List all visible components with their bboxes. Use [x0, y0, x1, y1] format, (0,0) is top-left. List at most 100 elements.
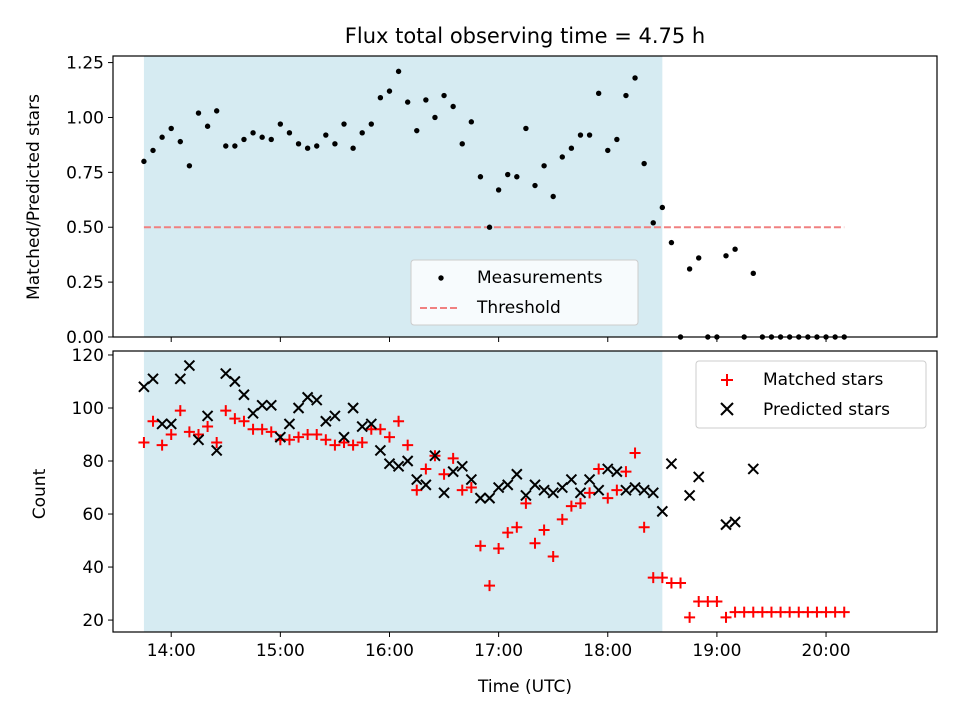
y-tick-label: 1.25 — [66, 54, 104, 74]
predicted-star-point — [329, 410, 341, 422]
predicted-star-point — [538, 484, 550, 496]
matched-star-point — [838, 606, 850, 618]
matched-star-point — [192, 429, 204, 441]
matched-star-point — [611, 484, 623, 496]
predicted-star-point — [492, 481, 505, 494]
predicted-stars-legend-marker — [720, 402, 734, 416]
matched-star-point — [474, 540, 486, 552]
predicted-star-point — [401, 455, 414, 467]
matched-star-point — [638, 521, 650, 533]
predicted-star-point — [592, 484, 605, 496]
ratio-y-axis-label: Matched/Predicted stars — [24, 94, 44, 300]
predicted-star-point — [183, 359, 196, 372]
predicted-star-point — [502, 479, 514, 491]
measurement-point — [505, 171, 511, 178]
measurement-point — [432, 114, 438, 121]
y-tick-label: 0.75 — [66, 163, 104, 183]
predicted-star-point — [411, 473, 423, 486]
matched-star-point — [402, 439, 414, 451]
predicted-star-point — [265, 399, 277, 412]
matched-star-point — [538, 524, 550, 536]
y-tick-label: 0.00 — [66, 328, 104, 348]
measurement-point — [350, 145, 356, 151]
measurement-point — [341, 121, 347, 127]
x-tick-label: 16:00 — [365, 641, 414, 661]
matched-star-point — [238, 415, 250, 427]
measurement-point — [423, 97, 429, 103]
measurement-point — [577, 132, 584, 138]
predicted-star-point — [574, 487, 587, 499]
predicted-star-point — [665, 457, 678, 470]
threshold-legend-label: Threshold — [476, 298, 561, 318]
predicted-star-point — [311, 394, 323, 406]
time-x-axis-label: Time (UTC) — [477, 677, 572, 697]
matched-star-point — [511, 521, 523, 533]
ratio-panel: 0.00 0.25 0.50 0.75 1.00 1.25 Matched/Predict… — [24, 54, 938, 348]
predicted-star-point — [356, 420, 368, 433]
predicted-star-point — [301, 391, 314, 404]
measurement-point — [150, 147, 156, 154]
predicted-star-point — [447, 465, 459, 478]
predicted-star-point — [729, 516, 741, 528]
measurement-point — [586, 132, 593, 138]
measurement-point — [395, 68, 402, 75]
y-tick-label: 80 — [82, 452, 104, 472]
matched-star-point — [174, 405, 186, 417]
matched-star-point — [165, 429, 177, 441]
measurement-point — [477, 174, 484, 180]
matched-star-point — [393, 415, 405, 427]
count-y-axis-label: Count — [30, 468, 50, 519]
predicted-star-point — [192, 434, 205, 446]
predicted-star-point — [693, 471, 705, 483]
measurement-point — [532, 182, 538, 189]
ratio-legend-box — [410, 259, 639, 326]
measurement-point — [650, 220, 656, 226]
matched-stars-legend-label: Matched stars — [763, 370, 883, 390]
matched-star-point — [383, 431, 395, 443]
predicted-star-point — [247, 407, 259, 420]
matched-star-point — [602, 492, 614, 504]
measurement-point — [241, 136, 247, 143]
matched-star-point — [447, 452, 459, 464]
measurement-point — [450, 103, 456, 110]
y-tick-label: 0.25 — [66, 273, 104, 293]
matched-star-point — [556, 513, 568, 525]
matched-star-point — [229, 413, 241, 425]
predicted-star-point — [292, 402, 305, 414]
measurement-point — [686, 266, 693, 272]
measurement-point — [750, 270, 756, 277]
measurement-point — [223, 143, 229, 149]
predicted-star-point — [620, 484, 632, 496]
measurement-point — [595, 90, 602, 97]
matched-star-point — [202, 421, 214, 433]
matched-star-point — [629, 447, 641, 459]
count-legend-box — [695, 360, 927, 429]
predicted-star-point — [165, 418, 177, 430]
measurements-legend-marker — [438, 275, 444, 281]
matched-star-point — [574, 497, 586, 509]
predicted-star-point — [347, 402, 359, 414]
count-legend: Matched stars Predicted stars — [695, 360, 927, 429]
ratio-legend: Measurements Threshold — [410, 259, 639, 326]
predicted-star-point — [556, 481, 568, 494]
measurements-legend-label: Measurements — [477, 268, 603, 288]
measurement-point — [232, 143, 238, 149]
y-tick-label: 0.50 — [66, 218, 104, 238]
measurement-point — [568, 145, 575, 151]
predicted-star-point — [638, 484, 650, 496]
predicted-star-point — [747, 463, 759, 475]
measurement-point — [368, 121, 374, 127]
matched-star-point — [183, 426, 195, 438]
predicted-star-point — [274, 431, 287, 443]
measurement-point — [696, 255, 702, 261]
measurement-point — [514, 174, 520, 180]
matched-star-point — [329, 439, 341, 451]
matched-star-point — [547, 550, 559, 562]
measurement-point — [659, 204, 666, 211]
predicted-star-point — [474, 492, 487, 504]
x-tick-label: 17:00 — [474, 641, 523, 661]
measurement-point — [559, 154, 565, 160]
matched-star-point — [311, 429, 323, 441]
matched-stars-legend-marker — [721, 374, 733, 386]
y-tick-label: 60 — [82, 505, 104, 525]
